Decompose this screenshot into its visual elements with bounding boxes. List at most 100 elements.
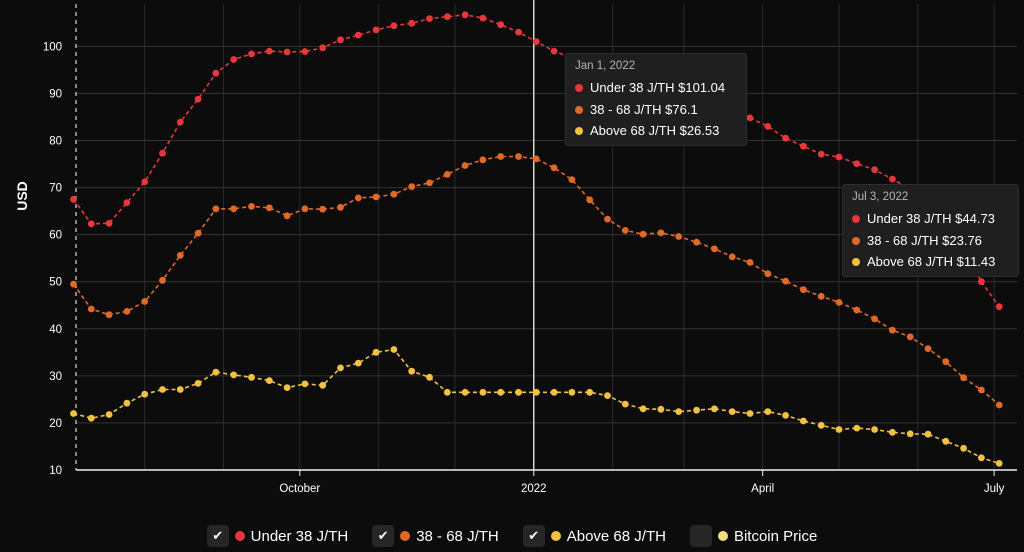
data-point [515, 28, 522, 36]
checkmark-icon: ✔ [377, 528, 389, 543]
y-axis-label: USD [14, 181, 30, 211]
data-point [497, 388, 505, 396]
legend-label: Bitcoin Price [733, 527, 818, 545]
series-38-68-j-th [70, 153, 1003, 409]
data-point [942, 437, 950, 445]
data-point [443, 171, 451, 178]
data-point [871, 315, 878, 323]
y-tick-label: 20 [49, 418, 62, 430]
data-point [230, 205, 238, 213]
data-point [372, 193, 380, 201]
tooltip-row-above-68: Above 68 J/TH $11.43 [852, 251, 1009, 273]
legend-color-dot-icon [717, 531, 728, 541]
data-point [319, 381, 327, 389]
legend-checkbox[interactable]: ✔ [372, 525, 395, 547]
data-point [248, 50, 255, 58]
data-point [889, 428, 896, 436]
data-point [283, 384, 291, 391]
legend-checkbox[interactable] [689, 525, 712, 547]
data-point [550, 47, 558, 55]
data-point [711, 405, 718, 413]
data-point [443, 388, 451, 396]
data-point [248, 203, 255, 210]
data-point [568, 176, 576, 184]
y-tick-label: 90 [49, 88, 62, 100]
data-point [995, 460, 1003, 467]
data-point [782, 277, 789, 285]
data-point [70, 410, 77, 417]
series-dot-icon [575, 105, 583, 114]
data-point [728, 408, 736, 415]
data-point [515, 153, 522, 160]
data-point [586, 196, 594, 204]
data-point [817, 150, 825, 158]
legend-label: Under 38 J/TH [250, 527, 349, 545]
data-point [764, 408, 772, 415]
data-point [532, 38, 540, 46]
data-point [141, 298, 149, 305]
data-point [800, 286, 807, 294]
data-point [372, 26, 380, 34]
data-point [497, 21, 505, 29]
data-point [550, 388, 558, 396]
series-dot-icon [852, 258, 860, 266]
tooltip-row-text: 38 - 68 J/TH $23.76 [867, 232, 982, 248]
tooltip-row-above-68: Above 68 J/TH $26.53 [575, 120, 737, 142]
data-point [550, 164, 558, 172]
data-point [621, 227, 629, 234]
legend-item-38-68[interactable]: ✔ 38 - 68 J/TH [372, 525, 499, 547]
data-point [301, 48, 309, 55]
data-point [924, 430, 932, 438]
data-point [123, 199, 131, 207]
legend-checkbox[interactable]: ✔ [522, 525, 545, 547]
x-tick-label: October [279, 483, 320, 495]
data-point [782, 134, 789, 142]
data-point [532, 155, 540, 163]
data-point [746, 410, 754, 417]
data-point [194, 380, 202, 387]
data-point [532, 388, 540, 396]
legend-item-bitcoin-price[interactable]: Bitcoin Price [689, 525, 818, 547]
data-point [337, 203, 344, 211]
data-point [995, 401, 1003, 409]
data-point [87, 414, 95, 422]
chart-legend: ✔ Under 38 J/TH ✔ 38 - 68 J/TH ✔ Above 6… [0, 520, 1024, 552]
data-point [604, 392, 611, 399]
data-point [408, 19, 416, 27]
data-point [123, 399, 131, 407]
legend-item-above-68[interactable]: ✔ Above 68 J/TH [522, 525, 666, 547]
data-point [639, 230, 647, 238]
data-point [248, 373, 255, 381]
data-point [657, 229, 665, 237]
data-point [889, 175, 896, 183]
checkmark-icon: ✔ [528, 528, 540, 543]
data-point [390, 346, 398, 353]
tooltip-row-text: Under 38 J/TH $101.04 [590, 80, 726, 95]
data-point [408, 183, 416, 191]
data-point [212, 368, 220, 376]
data-point [675, 408, 683, 415]
data-point [728, 253, 736, 261]
data-point [194, 229, 202, 237]
legend-checkbox[interactable]: ✔ [206, 525, 229, 547]
data-point [515, 388, 522, 396]
data-point [159, 386, 166, 393]
y-tick-label: 50 [49, 277, 62, 289]
data-point [265, 377, 273, 384]
line-chart: 10 20 30 40 50 60 70 80 90 100 October 2022 April Jul… [14, 0, 1017, 495]
legend-item-under-38[interactable]: ✔ Under 38 J/TH [206, 525, 349, 547]
data-point [960, 444, 967, 452]
data-point [639, 405, 647, 413]
data-point [212, 69, 220, 77]
y-tick-label: 40 [49, 324, 62, 336]
y-tick-label: 70 [49, 183, 62, 195]
y-tick-label: 80 [49, 136, 62, 148]
data-point [853, 306, 861, 314]
tooltip-row-text: Above 68 J/TH $11.43 [867, 254, 996, 269]
legend-color-dot-icon [234, 531, 245, 541]
tooltip-date: Jul 3, 2022 [852, 191, 909, 203]
chart-tooltip-jul: Jul 3, 2022 Under 38 J/TH $44.73 38 - 68… [842, 184, 1019, 277]
data-point [978, 278, 985, 286]
data-point [497, 153, 505, 160]
data-point [337, 36, 344, 44]
